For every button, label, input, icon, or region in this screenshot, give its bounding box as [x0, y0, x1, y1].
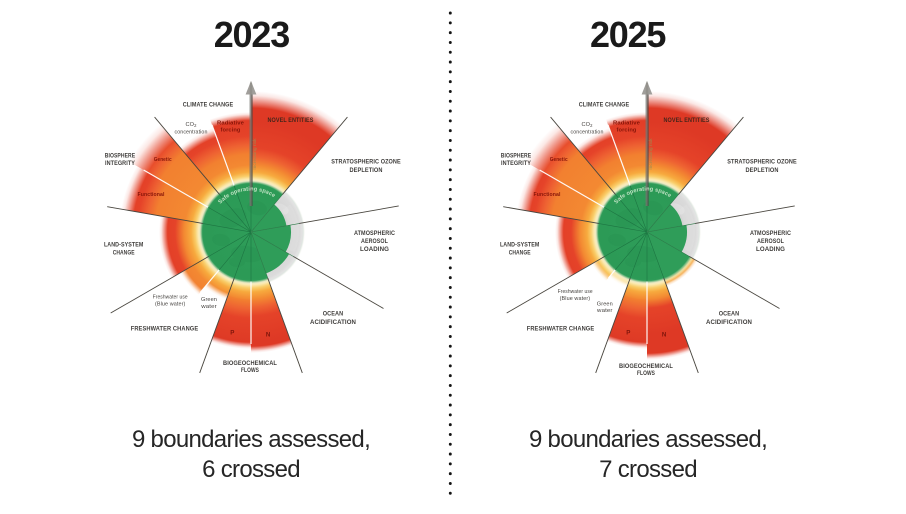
svg-text:FLOWS: FLOWS	[241, 367, 259, 374]
svg-text:Functional: Functional	[138, 192, 165, 198]
svg-text:ACIDIFICATION: ACIDIFICATION	[706, 319, 752, 326]
svg-text:BIOGEOCHEMICAL: BIOGEOCHEMICAL	[223, 360, 277, 367]
svg-text:CLIMATE CHANGE: CLIMATE CHANGE	[579, 101, 630, 108]
svg-text:Genetic: Genetic	[154, 157, 173, 163]
svg-text:(Blue water): (Blue water)	[560, 296, 591, 302]
svg-text:Green: Green	[597, 302, 613, 308]
svg-text:Freshwater use: Freshwater use	[558, 289, 593, 295]
svg-text:ACIDIFICATION: ACIDIFICATION	[310, 319, 356, 326]
svg-text:N: N	[266, 332, 271, 339]
svg-text:(Blue water): (Blue water)	[155, 301, 186, 307]
svg-text:AEROSOL: AEROSOL	[757, 238, 784, 245]
svg-text:water: water	[200, 304, 217, 310]
svg-text:INTEGRITY: INTEGRITY	[501, 160, 532, 167]
svg-text:BIOGEOCHEMICAL: BIOGEOCHEMICAL	[619, 363, 673, 370]
svg-text:Genetic: Genetic	[550, 157, 569, 163]
svg-text:BIOSPHERE: BIOSPHERE	[105, 153, 136, 160]
svg-text:STRATOSPHERIC OZONE: STRATOSPHERIC OZONE	[331, 158, 401, 165]
svg-text:INTEGRITY: INTEGRITY	[105, 160, 136, 167]
svg-text:Radiative: Radiative	[613, 121, 641, 127]
svg-text:N: N	[662, 332, 667, 339]
svg-text:AEROSOL: AEROSOL	[361, 238, 388, 245]
svg-text:LOADING: LOADING	[360, 246, 389, 253]
svg-text:DEPLETION: DEPLETION	[746, 167, 779, 174]
svg-text:concentration: concentration	[571, 129, 604, 135]
svg-text:Increasing risk: Increasing risk	[252, 138, 257, 170]
svg-text:NOVEL ENTITIES: NOVEL ENTITIES	[664, 117, 710, 124]
svg-text:STRATOSPHERIC OZONE: STRATOSPHERIC OZONE	[727, 158, 797, 165]
svg-text:P: P	[230, 330, 234, 337]
svg-text:FRESHWATER CHANGE: FRESHWATER CHANGE	[527, 326, 595, 333]
svg-text:CO2: CO2	[185, 122, 197, 128]
svg-text:Freshwater use: Freshwater use	[153, 295, 188, 301]
svg-text:forcing: forcing	[617, 128, 637, 134]
svg-text:NOVEL ENTITIES: NOVEL ENTITIES	[268, 117, 314, 124]
svg-text:CHANGE: CHANGE	[509, 250, 531, 257]
svg-text:LOADING: LOADING	[756, 246, 785, 253]
svg-text:ATMOSPHERIC: ATMOSPHERIC	[354, 230, 395, 237]
svg-text:LAND-SYSTEM: LAND-SYSTEM	[500, 242, 540, 249]
svg-text:BIOSPHERE: BIOSPHERE	[501, 153, 532, 160]
svg-text:CO2: CO2	[581, 122, 593, 128]
svg-text:water: water	[596, 308, 613, 314]
svg-text:CLIMATE CHANGE: CLIMATE CHANGE	[183, 101, 234, 108]
svg-text:Functional: Functional	[534, 192, 561, 198]
svg-text:Radiative: Radiative	[217, 121, 245, 127]
svg-text:CHANGE: CHANGE	[113, 250, 135, 257]
svg-text:OCEAN: OCEAN	[323, 310, 344, 317]
svg-text:FLOWS: FLOWS	[637, 370, 655, 377]
svg-text:P: P	[626, 330, 630, 337]
svg-text:LAND-SYSTEM: LAND-SYSTEM	[104, 242, 144, 249]
svg-text:Increasing risk: Increasing risk	[648, 138, 653, 170]
svg-text:concentration: concentration	[175, 129, 208, 135]
svg-text:Green: Green	[201, 297, 217, 303]
svg-text:DEPLETION: DEPLETION	[350, 167, 383, 174]
svg-text:OCEAN: OCEAN	[719, 310, 740, 317]
svg-text:forcing: forcing	[221, 128, 241, 134]
svg-text:ATMOSPHERIC: ATMOSPHERIC	[750, 230, 791, 237]
svg-text:FRESHWATER CHANGE: FRESHWATER CHANGE	[131, 326, 199, 333]
